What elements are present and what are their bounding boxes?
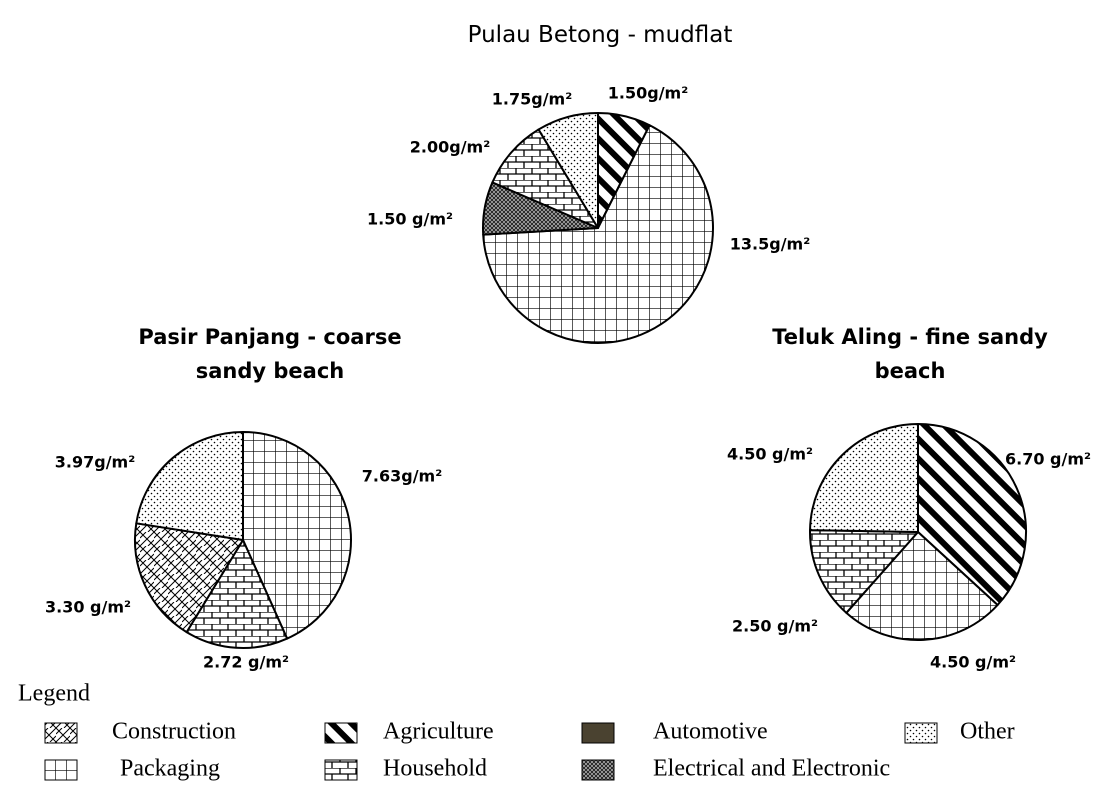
data-label: 1.75g/m² [492,90,572,109]
legend-label: Household [383,756,487,782]
pie-slice [917,423,1027,607]
data-label: 2.50 g/m² [732,617,818,636]
pie-slice [809,423,919,533]
legend-swatch [44,759,78,781]
data-label: 13.5g/m² [730,235,810,254]
pie-title: Teluk Aling - fine sandy beach [772,325,1048,383]
pie-slice [845,531,999,641]
pie-slice [185,539,289,649]
pie-title: Pasir Panjang - coarse sandy beach [138,325,402,383]
data-label: 3.30 g/m² [45,598,131,617]
legend-label: Packaging [120,756,220,782]
legend-swatch [581,759,615,781]
legend-swatch [581,722,615,744]
pie-title: Pulau Betong - mudflat [467,22,733,48]
data-label: 1.50 g/m² [367,210,453,229]
legend-label: Agriculture [383,719,494,745]
pie-slice [242,431,352,640]
pie-slice [809,529,919,614]
data-label: 1.50g/m² [608,84,688,103]
pie-slice [537,112,599,229]
legend-label: Automotive [653,719,768,745]
legend-title: Legend [18,681,90,707]
legend-label: Electrical and Electronic [653,756,890,782]
pie-slice [134,522,244,634]
legend-swatch [324,722,358,744]
legend-swatch [324,759,358,781]
data-label: 2.00g/m² [410,138,490,157]
legend-label: Other [960,719,1015,745]
data-label: 7.63g/m² [362,467,442,486]
data-label: 2.72 g/m² [203,653,289,672]
pie-slice [482,124,714,344]
data-label: 3.97g/m² [55,453,135,472]
legend-label: Construction [112,719,236,745]
pie-slice [135,431,244,541]
data-label: 6.70 g/m² [1005,450,1091,469]
legend-swatch [904,722,938,744]
data-label: 4.50 g/m² [930,653,1016,672]
legend-swatch [44,722,78,744]
data-label: 4.50 g/m² [727,445,813,464]
